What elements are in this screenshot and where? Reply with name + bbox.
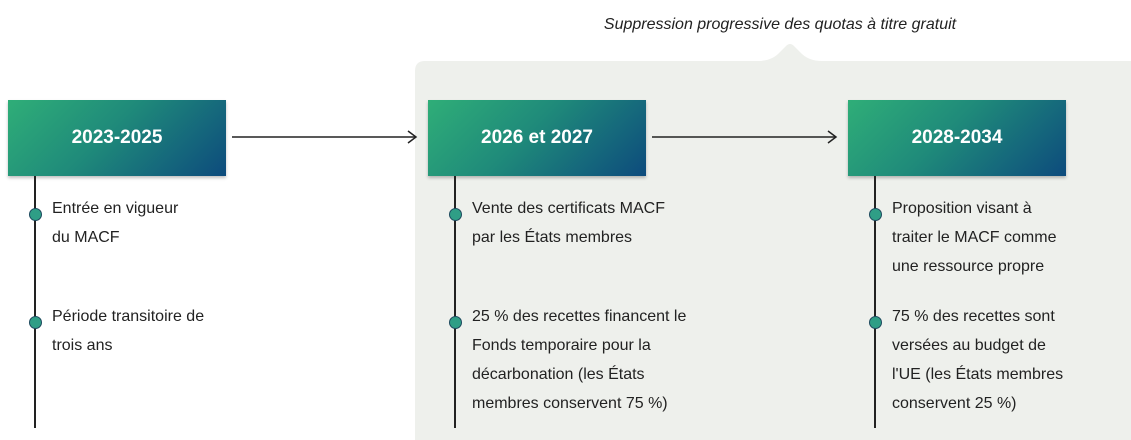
bullet [449,316,462,329]
item-text: l'UE (les États membres [892,366,1064,383]
item-text: 75 % des recettes sont [892,308,1055,325]
timeline [874,176,876,428]
bullet [869,208,882,221]
item-text: trois ans [52,337,113,354]
bullet [869,316,882,329]
item-text: Période transitoire de [52,308,205,325]
item-text: par les États membres [472,229,633,246]
bullet [29,208,42,221]
bullet [29,316,42,329]
period-box: 2023-2025 [8,100,226,176]
item-text: membres conservent 75 %) [472,395,668,412]
period-box: 2028-2034 [848,100,1066,176]
item-text: décarbonation (les États [472,366,645,383]
item-text: 25 % des recettes financent le [472,308,687,325]
item-text: versées au budget de [892,337,1046,354]
item-text: une ressource propre [892,258,1045,275]
item-text: du MACF [52,229,120,246]
bullet [449,208,462,221]
item-text: Entrée en vigueur [52,200,179,217]
item-text: Proposition visant à [892,200,1032,217]
item-text: Vente des certificats MACF [472,200,665,217]
item-text: Fonds temporaire pour la [472,337,651,354]
caption: Suppression progressive des quotas à tit… [603,16,957,33]
timeline [34,176,36,428]
timeline [454,176,456,428]
arrows [232,130,838,144]
item-text: traiter le MACF comme [892,229,1057,246]
item-text: conservent 25 %) [892,395,1017,412]
period-box: 2026 et 2027 [428,100,646,176]
